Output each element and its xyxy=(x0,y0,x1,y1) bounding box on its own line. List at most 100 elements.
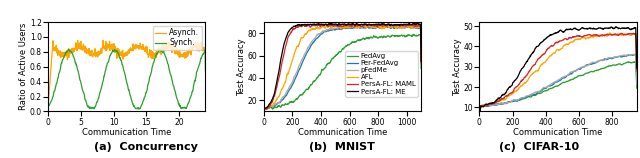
Per-FedAvg xyxy=(633,83,640,85)
Per-FedAvg xyxy=(632,53,639,55)
pFedMe xyxy=(630,53,637,55)
FedAvg xyxy=(260,115,268,117)
Synch. xyxy=(150,62,157,64)
FedAvg xyxy=(630,61,638,63)
FedAvg xyxy=(396,35,403,37)
FedAvg xyxy=(568,79,576,80)
AFL xyxy=(568,41,576,43)
Per-FedAvg xyxy=(398,26,406,27)
PersA-FL: MAML: (949, 86.7): MAML: (949, 86.7) xyxy=(396,25,403,27)
Line: pFedMe: pFedMe xyxy=(264,26,421,115)
Per-FedAvg xyxy=(360,27,368,28)
PersA-FL: MAML: (855, 46.5): MAML: (855, 46.5) xyxy=(617,32,625,34)
Line: FedAvg: FedAvg xyxy=(479,62,637,117)
PersA-FL: ME: (701, 88): ME: (701, 88) xyxy=(360,23,368,25)
Y-axis label: Ratio of Active Users: Ratio of Active Users xyxy=(19,23,28,110)
FedAvg xyxy=(355,40,363,41)
Per-FedAvg xyxy=(396,27,403,29)
AFL xyxy=(504,96,511,98)
PersA-FL: MAML: (715, 45.4): MAML: (715, 45.4) xyxy=(594,35,602,36)
AFL xyxy=(606,32,614,34)
Line: FedAvg: FedAvg xyxy=(264,34,421,116)
AFL xyxy=(380,27,387,29)
pFedMe xyxy=(504,102,511,104)
PersA-FL: MAML: (834, 86.6): MAML: (834, 86.6) xyxy=(380,25,387,27)
PersA-FL: ME: (947, 87.6): ME: (947, 87.6) xyxy=(396,24,403,26)
PersA-FL: ME: (244, 27.4): ME: (244, 27.4) xyxy=(516,71,524,73)
pFedMe xyxy=(384,25,392,27)
Synch. xyxy=(44,108,52,110)
FedAvg xyxy=(504,101,511,103)
FedAvg xyxy=(417,67,425,69)
pFedMe xyxy=(516,98,524,100)
PersA-FL: ME: (0, 5.3): ME: (0, 5.3) xyxy=(476,116,483,118)
PersA-FL: ME: (1.1e+03, 54.9): ME: (1.1e+03, 54.9) xyxy=(417,60,425,62)
Line: pFedMe: pFedMe xyxy=(479,54,637,117)
Per-FedAvg xyxy=(269,105,277,107)
pFedMe xyxy=(594,60,602,62)
PersA-FL: ME: (67.5, 23.2): ME: (67.5, 23.2) xyxy=(269,96,277,98)
PersA-FL: ME: (634, 48.8): ME: (634, 48.8) xyxy=(580,28,588,30)
PersA-FL: ME: (168, 18.7): ME: (168, 18.7) xyxy=(504,89,511,91)
PersA-FL: MAML: (874, 88.6): MAML: (874, 88.6) xyxy=(385,23,393,25)
Synch. xyxy=(135,108,143,110)
Legend: Asynch., Synch.: Asynch., Synch. xyxy=(152,26,202,50)
PersA-FL: MAML: (1.1e+03, 54.4): MAML: (1.1e+03, 54.4) xyxy=(417,61,425,63)
AFL xyxy=(356,25,364,27)
AFL xyxy=(580,37,588,39)
AFL xyxy=(633,70,640,72)
FedAvg xyxy=(547,88,554,89)
AFL xyxy=(396,25,403,27)
Synch. xyxy=(116,57,124,59)
Per-FedAvg xyxy=(260,115,268,117)
Line: Per-FedAvg: Per-FedAvg xyxy=(479,54,637,117)
FedAvg xyxy=(351,41,359,43)
Line: Asynch.: Asynch. xyxy=(48,40,205,108)
Asynch. xyxy=(72,42,80,44)
Line: Per-FedAvg: Per-FedAvg xyxy=(264,27,421,116)
Line: AFL: AFL xyxy=(264,24,421,115)
Synch. xyxy=(72,64,80,66)
PersA-FL: ME: (668, 87.5): ME: (668, 87.5) xyxy=(355,24,363,26)
PersA-FL: MAML: (950, 27.9): MAML: (950, 27.9) xyxy=(633,70,640,72)
Per-FedAvg xyxy=(380,27,387,29)
AFL xyxy=(547,55,554,57)
Asynch. xyxy=(44,107,52,109)
Text: (b)  MNIST: (b) MNIST xyxy=(310,142,375,152)
PersA-FL: ME: (823, 49.7): ME: (823, 49.7) xyxy=(612,26,620,28)
FedAvg xyxy=(476,116,483,118)
AFL xyxy=(417,62,425,64)
pFedMe xyxy=(355,26,363,28)
pFedMe xyxy=(633,83,640,85)
Per-FedAvg xyxy=(568,72,576,74)
Asynch. xyxy=(202,49,209,51)
AFL xyxy=(335,24,342,25)
Legend: FedAvg, Per-FedAvg, pFedMe, AFL, PersA-FL: MAML, PersA-FL: ME: FedAvg, Per-FedAvg, pFedMe, AFL, PersA-F… xyxy=(346,51,418,97)
PersA-FL: MAML: (639, 86.1): MAML: (639, 86.1) xyxy=(351,26,359,27)
X-axis label: Communication Time: Communication Time xyxy=(82,128,172,137)
Per-FedAvg xyxy=(476,116,483,118)
Synch. xyxy=(65,48,72,50)
Asynch. xyxy=(163,47,171,49)
Per-FedAvg xyxy=(351,27,359,29)
PersA-FL: ME: (1.07e+03, 88.8): ME: (1.07e+03, 88.8) xyxy=(413,23,421,24)
FedAvg xyxy=(633,87,640,89)
Per-FedAvg xyxy=(355,26,363,28)
Line: PersA-FL: ME: PersA-FL: ME xyxy=(479,27,637,117)
AFL xyxy=(260,115,268,116)
PersA-FL: MAML: (0, 6.3): MAML: (0, 6.3) xyxy=(260,115,268,116)
Per-FedAvg xyxy=(594,61,602,63)
PersA-FL: ME: (430, 45.6): ME: (430, 45.6) xyxy=(547,34,554,36)
PersA-FL: ME: (0, 6.14): ME: (0, 6.14) xyxy=(260,115,268,117)
X-axis label: Communication Time: Communication Time xyxy=(513,128,603,137)
PersA-FL: ME: (834, 88.3): ME: (834, 88.3) xyxy=(380,23,387,25)
pFedMe xyxy=(396,26,403,28)
FedAvg xyxy=(594,69,602,71)
PersA-FL: ME: (560, 48.4): ME: (560, 48.4) xyxy=(568,28,576,30)
Line: AFL: AFL xyxy=(479,33,637,117)
Per-FedAvg xyxy=(516,99,524,100)
Per-FedAvg xyxy=(417,63,425,64)
PersA-FL: MAML: (244, 21.9): MAML: (244, 21.9) xyxy=(516,82,524,84)
pFedMe xyxy=(260,114,268,116)
AFL xyxy=(360,25,368,27)
